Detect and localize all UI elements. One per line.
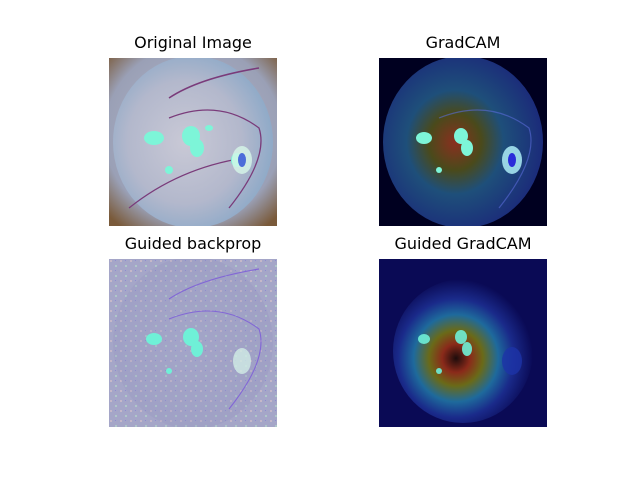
guided-backprop-title: Guided backprop — [124, 234, 262, 253]
guided-gradcam-panel — [379, 259, 547, 427]
gradcam-title: GradCAM — [425, 33, 501, 52]
guided-backprop-panel — [109, 259, 277, 427]
guided-gradcam-title: Guided GradCAM — [394, 234, 532, 253]
original-image-title: Original Image — [134, 33, 252, 52]
gradcam-panel — [379, 58, 547, 226]
original-image-panel — [109, 58, 277, 226]
